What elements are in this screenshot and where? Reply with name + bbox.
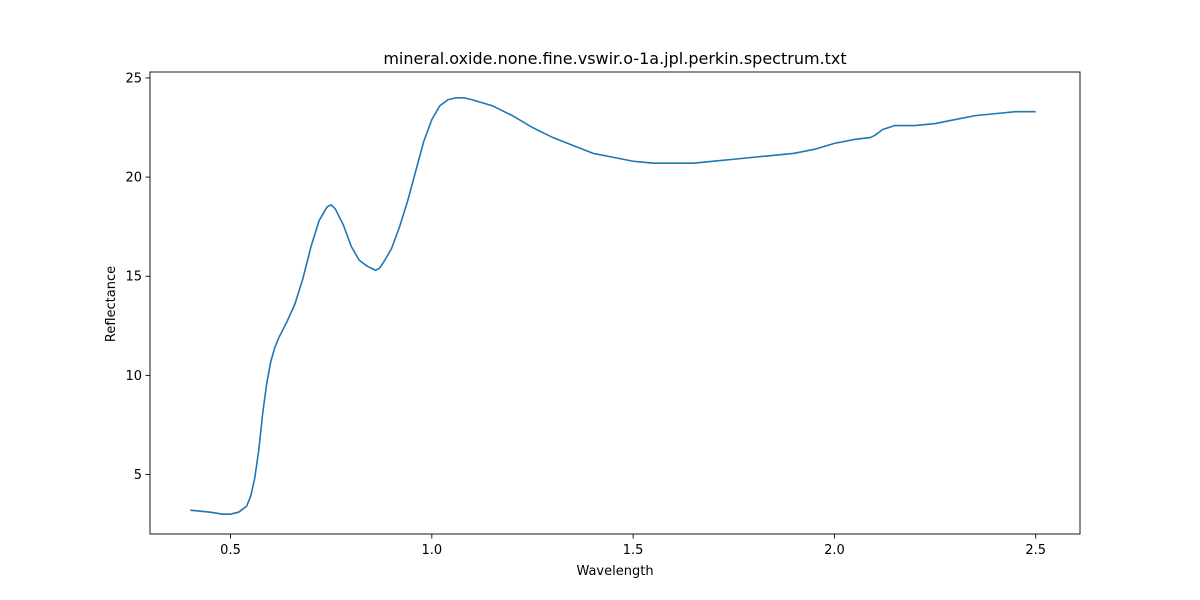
x-tick-label: 1.0 (421, 543, 442, 558)
y-tick-label: 15 (125, 270, 142, 285)
x-tick-label: 2.5 (1025, 543, 1046, 558)
y-axis-label: Reflectance (104, 266, 119, 342)
x-axis-label: Wavelength (576, 564, 653, 579)
plot-area (190, 96, 1036, 515)
y-tick-label: 5 (134, 468, 142, 483)
x-tick-label: 2.0 (824, 543, 845, 558)
y-tick-label: 10 (125, 369, 142, 384)
x-tick-label: 0.5 (220, 543, 241, 558)
chart-title: mineral.oxide.none.fine.vswir.o-1a.jpl.p… (383, 49, 846, 68)
series-line-reflectance (190, 96, 1036, 515)
x-tick-label: 1.5 (623, 543, 644, 558)
y-tick-label: 20 (125, 171, 142, 186)
y-tick-label: 25 (125, 71, 142, 86)
y-axis-ticks: 5 10 15 20 25 (125, 71, 150, 483)
axes-frame (149, 71, 1081, 535)
x-axis-ticks: 0.5 1.0 1.5 2.0 2.5 (220, 534, 1046, 558)
